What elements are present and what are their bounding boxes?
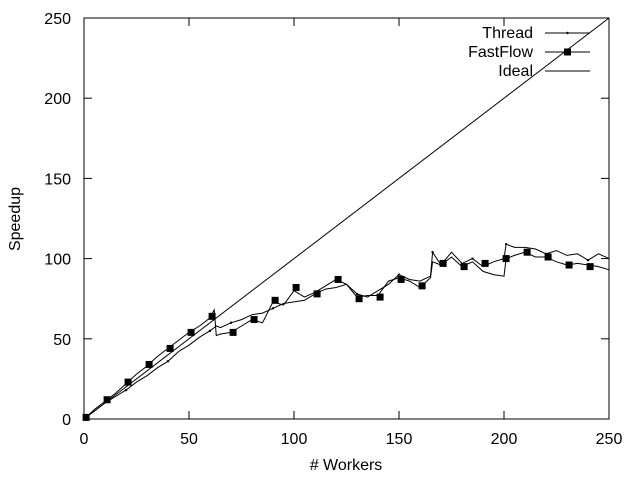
- data-point-thread: [355, 292, 359, 296]
- y-tick-label: 150: [44, 171, 71, 188]
- data-point-fastflow: [124, 378, 132, 386]
- legend-label-ideal: Ideal: [498, 63, 533, 80]
- y-tick-label: 0: [62, 412, 71, 429]
- data-point-thread: [586, 259, 590, 262]
- data-point-fastflow: [208, 312, 216, 320]
- data-point-thread: [397, 273, 401, 276]
- legend-label-thread: Thread: [482, 25, 533, 42]
- data-point-thread: [431, 250, 434, 254]
- x-tick-label: 50: [180, 431, 198, 448]
- series-line-ideal: [83, 17, 610, 420]
- data-point-fastflow: [187, 328, 195, 336]
- data-point-fastflow: [376, 293, 384, 301]
- data-point-thread: [271, 307, 275, 310]
- data-point-fastflow: [313, 290, 321, 298]
- y-axis-label: Speedup: [7, 187, 24, 251]
- data-point-fastflow: [481, 259, 489, 267]
- series-layer: [82, 17, 610, 421]
- data-point-fastflow: [145, 360, 153, 368]
- y-tick-label: 100: [44, 252, 71, 269]
- data-point-thread: [166, 360, 170, 363]
- axis-ticks: 0 50 100 150 200 250 0 50 100 150 200 250: [44, 11, 622, 448]
- y-tick-label: 250: [44, 11, 71, 28]
- data-point-fastflow: [460, 263, 468, 271]
- legend-marker-fastflow: [564, 48, 571, 56]
- series-line-thread: [85, 243, 610, 418]
- data-point-fastflow: [502, 255, 510, 263]
- data-point-fastflow: [271, 296, 279, 304]
- data-point-thread: [471, 257, 474, 260]
- data-point-fastflow: [334, 275, 342, 283]
- data-point-fastflow: [565, 261, 573, 269]
- data-point-fastflow: [586, 263, 594, 271]
- data-point-fastflow: [166, 344, 174, 352]
- data-point-fastflow: [418, 282, 426, 290]
- plot-frame: [83, 17, 610, 420]
- x-tick-label: 150: [386, 431, 413, 448]
- x-tick-label: 100: [281, 431, 308, 448]
- data-point-thread: [229, 321, 233, 324]
- x-tick-label: 200: [491, 431, 518, 448]
- data-point-fastflow: [397, 275, 405, 283]
- series-line-fastflow: [85, 251, 610, 418]
- y-tick-label: 50: [53, 332, 71, 349]
- x-axis-label: # Workers: [310, 457, 383, 474]
- x-tick-label: 0: [80, 431, 89, 448]
- legend: Thread FastFlow Ideal: [468, 25, 590, 80]
- data-point-fastflow: [250, 316, 258, 324]
- x-tick-label: 250: [596, 431, 623, 448]
- data-point-fastflow: [439, 259, 447, 267]
- data-point-thread: [208, 329, 212, 332]
- legend-label-fastflow: FastFlow: [468, 44, 533, 61]
- data-point-thread: [124, 388, 128, 392]
- data-point-fastflow: [523, 248, 531, 256]
- y-tick-label: 200: [44, 91, 71, 108]
- data-point-thread: [504, 242, 508, 246]
- data-point-fastflow: [355, 295, 363, 303]
- legend-marker-thread: [566, 31, 569, 35]
- data-point-fastflow: [544, 253, 552, 261]
- data-point-fastflow: [292, 283, 300, 291]
- data-point-fastflow: [103, 396, 111, 404]
- data-point-fastflow: [229, 328, 237, 336]
